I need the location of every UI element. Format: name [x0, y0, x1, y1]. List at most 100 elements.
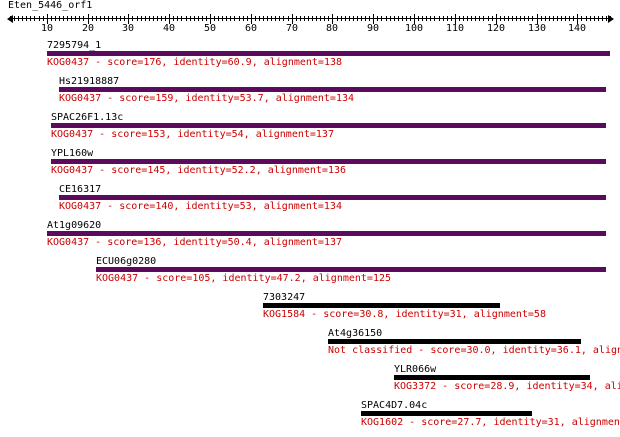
ruler-minor-tick: [271, 16, 272, 21]
ruler-major-tick: [414, 14, 415, 24]
ruler-minor-tick: [443, 16, 444, 21]
ruler-minor-tick: [247, 16, 248, 21]
ruler-minor-tick: [516, 16, 517, 21]
ruler-minor-tick: [22, 16, 23, 21]
ruler-minor-tick: [300, 16, 301, 21]
ruler-tick-label: 100: [404, 23, 424, 34]
ruler-right-arrow-icon: [608, 15, 614, 23]
hit-name[interactable]: 7295794_1: [47, 40, 102, 51]
hit-name[interactable]: At1g09620: [47, 220, 102, 231]
hit-name[interactable]: SPAC26F1.13c: [51, 112, 124, 123]
ruler-minor-tick: [369, 16, 370, 21]
ruler-minor-tick: [43, 16, 44, 21]
hit-name[interactable]: Hs21918887: [59, 76, 120, 87]
ruler-minor-tick: [557, 16, 558, 21]
ruler-minor-tick: [132, 16, 133, 21]
ruler-minor-tick: [67, 16, 68, 21]
ruler-minor-tick: [10, 16, 11, 21]
hit-description[interactable]: KOG1584 - score=30.8, identity=31, align…: [263, 309, 546, 320]
hit-name[interactable]: At4g36150: [328, 328, 383, 339]
hit-alignment-bar[interactable]: [51, 123, 606, 128]
ruler-minor-tick: [308, 16, 309, 21]
ruler-major-tick: [455, 14, 456, 24]
ruler-minor-tick: [202, 16, 203, 21]
hit-description[interactable]: Not classified - score=30.0, identity=36…: [328, 345, 620, 356]
ruler-minor-tick: [14, 16, 15, 21]
ruler-minor-tick: [439, 16, 440, 21]
ruler-minor-tick: [181, 16, 182, 21]
ruler-minor-tick: [324, 16, 325, 21]
ruler-major-tick: [251, 14, 252, 24]
ruler-minor-tick: [479, 16, 480, 21]
ruler-major-tick: [496, 14, 497, 24]
hit-description[interactable]: KOG0437 - score=153, identity=54, alignm…: [51, 129, 334, 140]
ruler-minor-tick: [353, 16, 354, 21]
ruler-major-tick: [47, 14, 48, 24]
ruler-minor-tick: [451, 16, 452, 21]
ruler-minor-tick: [186, 16, 187, 21]
hit-alignment-bar[interactable]: [47, 51, 610, 56]
ruler-minor-tick: [55, 16, 56, 21]
ruler-minor-tick: [288, 16, 289, 21]
ruler-minor-tick: [569, 16, 570, 21]
ruler-tick-label: 130: [527, 23, 547, 34]
ruler-minor-tick: [108, 16, 109, 21]
ruler-minor-tick: [157, 16, 158, 21]
ruler-major-tick: [210, 14, 211, 24]
hit-alignment-bar[interactable]: [263, 303, 500, 308]
hit-description[interactable]: KOG0437 - score=145, identity=52.2, alig…: [51, 165, 347, 176]
ruler-minor-tick: [214, 16, 215, 21]
hit-alignment-bar[interactable]: [47, 231, 606, 236]
ruler-minor-tick: [422, 16, 423, 21]
hit-alignment-bar[interactable]: [59, 87, 606, 92]
hit-description[interactable]: KOG0437 - score=105, identity=47.2, alig…: [96, 273, 392, 284]
ruler-minor-tick: [565, 16, 566, 21]
ruler-major-tick: [292, 14, 293, 24]
ruler-minor-tick: [137, 16, 138, 21]
ruler-minor-tick: [230, 16, 231, 21]
ruler-minor-tick: [165, 16, 166, 21]
ruler-minor-tick: [39, 16, 40, 21]
hit-name[interactable]: SPAC4D7.04c: [361, 400, 428, 411]
hit-description[interactable]: KOG1602 - score=27.7, identity=31, align…: [361, 417, 620, 428]
hit-name[interactable]: ECU06g0280: [96, 256, 157, 267]
ruler-tick-label: 90: [366, 23, 380, 34]
ruler-minor-tick: [153, 16, 154, 21]
ruler-minor-tick: [59, 16, 60, 21]
hit-alignment-bar[interactable]: [361, 411, 532, 416]
ruler-minor-tick: [283, 16, 284, 21]
hit-name[interactable]: YLR066w: [394, 364, 437, 375]
ruler-minor-tick: [402, 16, 403, 21]
hit-alignment-bar[interactable]: [328, 339, 581, 344]
hit-description[interactable]: KOG3372 - score=28.9, identity=34, align…: [394, 381, 620, 392]
hit-description[interactable]: KOG0437 - score=159, identity=53.7, alig…: [59, 93, 355, 104]
hit-name[interactable]: 7303247: [263, 292, 306, 303]
hit-alignment-bar[interactable]: [96, 267, 606, 272]
ruler-tick-label: 50: [203, 23, 217, 34]
hit-description[interactable]: KOG0437 - score=140, identity=53, alignm…: [59, 201, 342, 212]
hit-alignment-bar[interactable]: [394, 375, 590, 380]
ruler-minor-tick: [590, 16, 591, 21]
ruler-minor-tick: [459, 16, 460, 21]
hit-name[interactable]: YPL160w: [51, 148, 94, 159]
hit-description[interactable]: KOG0437 - score=176, identity=60.9, alig…: [47, 57, 343, 68]
ruler-minor-tick: [430, 16, 431, 21]
ruler-minor-tick: [345, 16, 346, 21]
ruler-minor-tick: [361, 16, 362, 21]
ruler-major-tick: [169, 14, 170, 24]
ruler-minor-tick: [30, 16, 31, 21]
ruler-minor-tick: [206, 16, 207, 21]
hit-alignment-bar[interactable]: [59, 195, 606, 200]
ruler-minor-tick: [434, 16, 435, 21]
ruler-minor-tick: [520, 16, 521, 21]
ruler-minor-tick: [83, 16, 84, 21]
ruler-minor-tick: [112, 16, 113, 21]
ruler-minor-tick: [528, 16, 529, 21]
hit-description[interactable]: KOG0437 - score=136, identity=50.4, alig…: [47, 237, 343, 248]
hit-name[interactable]: CE16317: [59, 184, 102, 195]
ruler-minor-tick: [475, 16, 476, 21]
ruler-tick-label: 70: [285, 23, 299, 34]
hit-alignment-bar[interactable]: [51, 159, 606, 164]
ruler-minor-tick: [381, 16, 382, 21]
